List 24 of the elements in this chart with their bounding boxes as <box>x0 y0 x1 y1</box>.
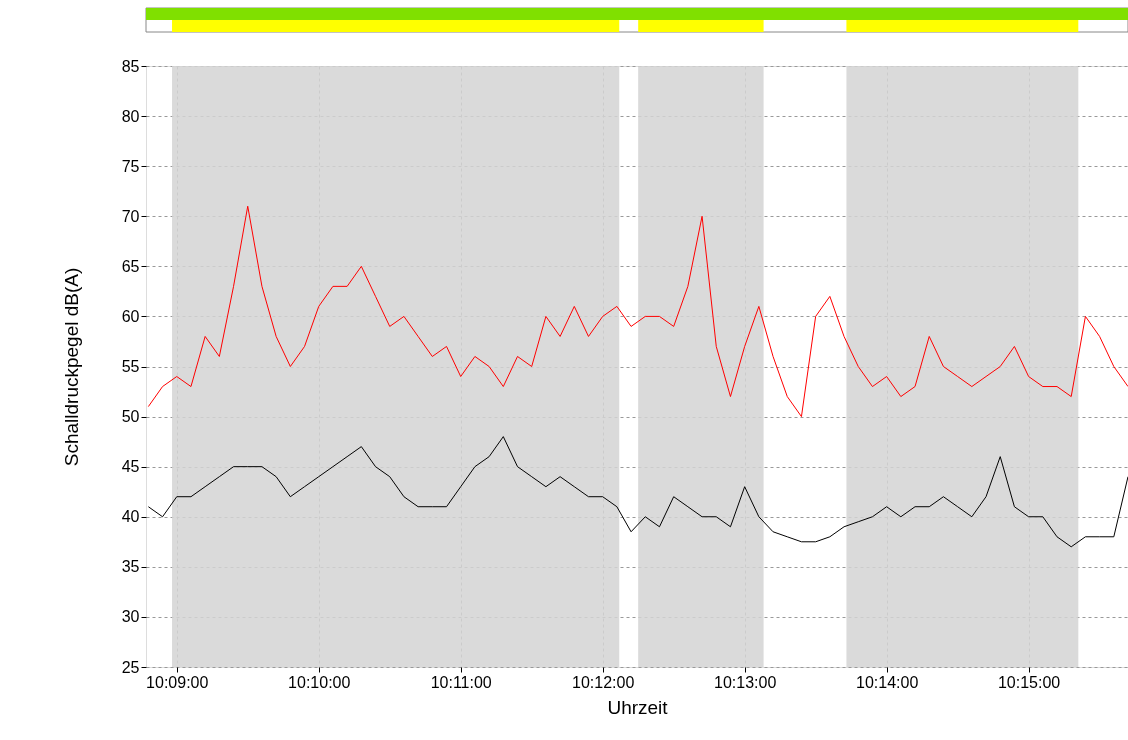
x-axis-title: Uhrzeit <box>607 696 669 718</box>
line-series <box>147 205 1128 418</box>
x-tick-label: 10:12:00 <box>572 673 635 691</box>
y-tick-label: 35 <box>121 558 140 576</box>
y-tick-label: 45 <box>121 458 140 476</box>
y-tick-label: 70 <box>121 207 140 225</box>
x-tick-label: 10:15:00 <box>997 673 1061 691</box>
x-tick-label: 10:09:00 <box>146 673 209 691</box>
y-axis-title: Schalldruckpegel dB(A) <box>60 267 82 467</box>
line-series <box>147 436 1128 548</box>
y-tick-label: 80 <box>121 107 140 125</box>
y-tick-label: 30 <box>121 608 140 626</box>
y-tick-label: 75 <box>121 157 140 175</box>
x-tick-label: 10:11:00 <box>430 673 492 691</box>
y-tick-label: 65 <box>121 257 140 275</box>
x-tick-label: 10:10:00 <box>288 673 351 691</box>
y-tick-label: 40 <box>121 508 140 526</box>
x-tick-label: 10:14:00 <box>856 673 919 691</box>
x-tick-label: 10:13:00 <box>714 673 777 691</box>
y-tick-label: 55 <box>121 358 140 375</box>
y-tick-label: 60 <box>121 307 140 325</box>
y-tick-label: 85 <box>121 57 140 75</box>
y-tick-label: 50 <box>121 408 140 426</box>
y-tick-label: 25 <box>121 658 140 676</box>
